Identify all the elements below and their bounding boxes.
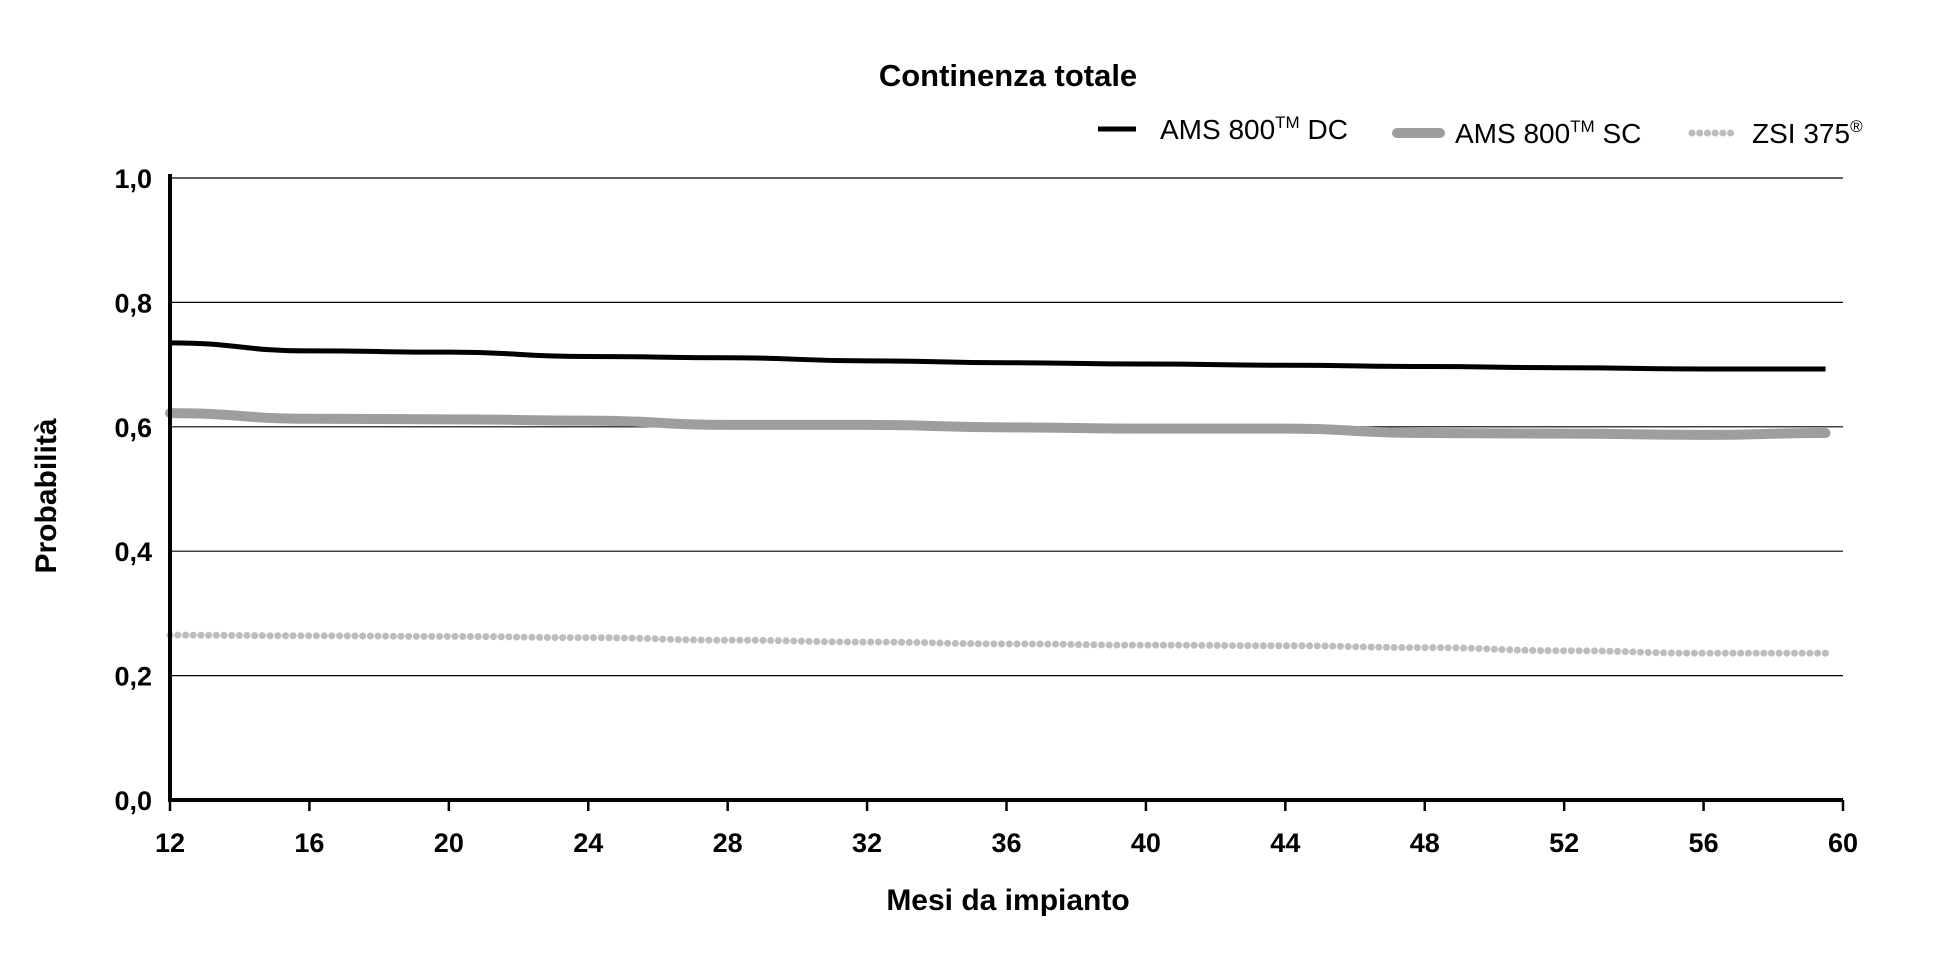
x-tick-label: 52 [1549,828,1579,858]
legend: AMS 800TM DC AMS 800TM SC ZSI 375® [1098,113,1863,149]
x-tick-label: 20 [434,828,464,858]
x-tick-label: 16 [294,828,324,858]
y-tick-label: 0,6 [114,413,152,443]
x-tick-label: 28 [713,828,743,858]
y-tick-label: 1,0 [114,164,152,194]
y-tick-label: 0,2 [114,662,152,692]
series-line-1 [169,340,1826,372]
x-tick-label: 44 [1270,828,1300,858]
series-line-3 [166,631,1830,657]
x-tick-label: 60 [1828,828,1858,858]
y-axis-title: Probabilità [30,418,63,573]
legend-label-3: ZSI 375® [1752,117,1863,149]
x-axis-title: Mesi da impianto [886,884,1129,917]
x-tick-label: 56 [1689,828,1719,858]
x-axis-ticks: 12 16 20 24 28 32 36 40 44 48 52 56 60 [155,800,1858,858]
x-tick-label: 12 [155,828,185,858]
chart-title: Continenza totale [879,58,1137,93]
legend-label-2: AMS 800TM SC [1455,117,1641,149]
series-line-2 [165,408,1831,440]
legend-label-1: AMS 800TM DC [1160,113,1348,145]
series-layer [165,340,1831,657]
x-tick-label: 48 [1410,828,1440,858]
y-tick-label: 0,8 [114,288,152,318]
y-tick-label: 0,4 [114,537,152,567]
y-tick-label: 0,0 [114,786,152,816]
x-tick-label: 32 [852,828,882,858]
y-axis-ticks: 0,0 0,2 0,4 0,6 0,8 1,0 [114,164,152,816]
x-tick-label: 40 [1131,828,1161,858]
x-tick-label: 36 [991,828,1021,858]
axes [168,174,1843,802]
x-tick-label: 24 [573,828,603,858]
